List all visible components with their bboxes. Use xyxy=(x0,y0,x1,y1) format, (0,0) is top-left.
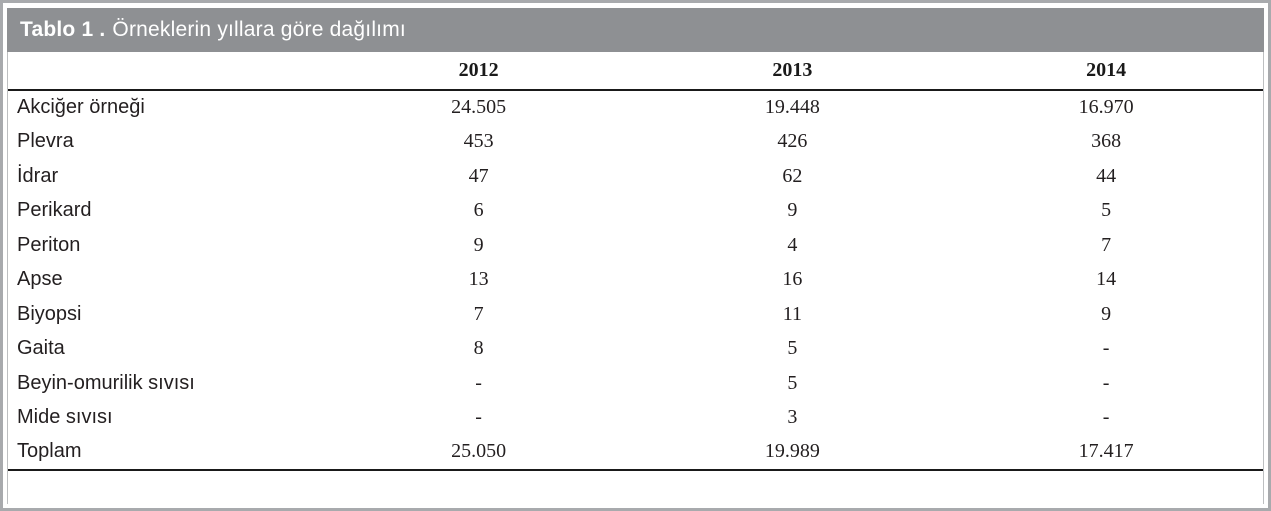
column-header-2013: 2013 xyxy=(635,52,950,91)
cell-value: - xyxy=(1102,406,1110,429)
row-label: Apse xyxy=(17,268,63,291)
cell-value: 24.505 xyxy=(451,96,507,119)
cell-value: 62 xyxy=(782,164,803,187)
table-row-total: Toplam 25.050 19.989 17.417 xyxy=(8,435,1263,471)
cell-value: - xyxy=(1102,371,1110,394)
cell-value: 6 xyxy=(473,199,484,222)
column-header-2014: 2014 xyxy=(949,52,1263,91)
cell-value: 5 xyxy=(1101,199,1112,222)
cell-value: 44 xyxy=(1096,164,1117,187)
row-label: Perikard xyxy=(17,199,92,222)
cell-value: 453 xyxy=(463,130,494,153)
table-row: Apse 13 16 14 xyxy=(8,263,1263,298)
cell-value: 3 xyxy=(787,406,798,429)
table-body-area: 2012 2013 2014 Akciğer örneği 24.505 19.44… xyxy=(7,52,1264,504)
table-number-label: Tablo 1 . xyxy=(20,18,106,41)
row-label: İdrar xyxy=(17,164,59,187)
cell-value: 9 xyxy=(473,233,484,256)
table-row: Akciğer örneği 24.505 19.448 16.970 xyxy=(8,90,1263,125)
cell-value: 9 xyxy=(787,199,798,222)
cell-value: 9 xyxy=(1101,302,1112,325)
table-row: Plevra 453 426 368 xyxy=(8,125,1263,160)
cell-value: 368 xyxy=(1091,130,1122,153)
table-row: Perikard 6 9 5 xyxy=(8,194,1263,229)
cell-value: 19.989 xyxy=(635,435,950,471)
cell-value: 5 xyxy=(787,371,798,394)
table-title-text: Örneklerin yıllara göre dağılımı xyxy=(112,18,406,41)
table-header: 2012 2013 2014 xyxy=(8,52,1263,91)
row-label: Plevra xyxy=(17,130,74,153)
cell-value: 25.050 xyxy=(321,435,636,471)
column-header-2012: 2012 xyxy=(321,52,636,91)
row-label: Periton xyxy=(17,233,81,256)
table-row: Mide sıvısı - 3 - xyxy=(8,401,1263,436)
row-label: Mide sıvısı xyxy=(17,406,113,429)
cell-value: 13 xyxy=(468,268,489,291)
table-row: Beyin-omurilik sıvısı - 5 - xyxy=(8,366,1263,401)
cell-value: 19.448 xyxy=(764,96,820,119)
cell-value: 7 xyxy=(473,302,484,325)
row-label: Beyin-omurilik sıvısı xyxy=(17,371,195,394)
table-rows: Akciğer örneği 24.505 19.448 16.970 Plevra 45… xyxy=(8,90,1263,471)
table-row: İdrar 47 62 44 xyxy=(8,159,1263,194)
data-table: 2012 2013 2014 Akciğer örneği 24.505 19.44… xyxy=(8,52,1263,471)
cell-value: - xyxy=(475,406,482,429)
cell-value: 17.417 xyxy=(949,435,1263,471)
row-label: Gaita xyxy=(17,337,65,360)
cell-value: 47 xyxy=(468,164,489,187)
table-title-bar: Tablo 1 . Örneklerin yıllara göre dağılı… xyxy=(7,8,1264,52)
row-label: Biyopsi xyxy=(17,302,82,325)
cell-value: 16 xyxy=(782,268,803,291)
cell-value: 5 xyxy=(787,337,798,360)
cell-value: 16.970 xyxy=(1078,96,1134,119)
cell-value: 7 xyxy=(1101,233,1112,256)
table-row: Periton 9 4 7 xyxy=(8,228,1263,263)
row-label: Toplam xyxy=(8,435,322,471)
cell-value: - xyxy=(475,371,482,394)
corner-header-cell xyxy=(8,52,322,91)
cell-value: - xyxy=(1102,337,1110,360)
cell-value: 8 xyxy=(473,337,484,360)
cell-value: 14 xyxy=(1096,268,1117,291)
table-row: Biyopsi 7 11 9 xyxy=(8,297,1263,332)
cell-value: 11 xyxy=(782,302,802,325)
header-row: 2012 2013 2014 xyxy=(8,52,1263,91)
cell-value: 4 xyxy=(787,233,798,256)
table-row: Gaita 8 5 - xyxy=(8,332,1263,367)
row-label: Akciğer örneği xyxy=(17,96,145,119)
cell-value: 426 xyxy=(777,130,808,153)
